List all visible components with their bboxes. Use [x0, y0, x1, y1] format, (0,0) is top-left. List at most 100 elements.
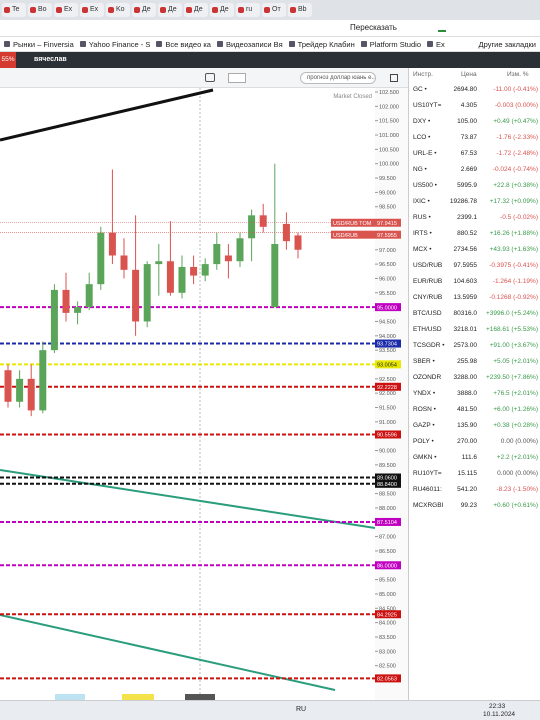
- watchlist-row[interactable]: RU10YT= 15.115 0.000 (0.00%): [409, 466, 540, 482]
- column-header[interactable]: Изм. %: [507, 71, 529, 78]
- change: +91.00 (+3.67%): [489, 342, 538, 349]
- tab[interactable]: ru: [236, 3, 260, 17]
- tab[interactable]: Ko: [106, 3, 130, 17]
- price-axis-bg: [375, 88, 408, 700]
- clock-time: 22:33: [489, 703, 506, 710]
- candle-body: [178, 266, 186, 293]
- zoom-badge: 55%: [0, 52, 16, 68]
- change: +239.50 (+7.86%): [485, 374, 538, 381]
- watchlist-row[interactable]: GMKN • 111.6 +2.2 (+2.01%): [409, 450, 540, 466]
- watchlist-row[interactable]: GAZP • 135.90 +0.38 (+0.28%): [409, 418, 540, 434]
- level-label: 86.0000: [377, 563, 397, 569]
- camera-icon[interactable]: [205, 73, 215, 82]
- watchlist-row[interactable]: RU46011: 541.20 -8.23 (-1.50%): [409, 482, 540, 498]
- language[interactable]: RU: [296, 706, 307, 713]
- watchlist: Инстр. Цена Изм. % GC • 2694.80 -11.00 (-0.41…: [408, 68, 540, 700]
- tab[interactable]: Де: [132, 3, 156, 17]
- y-tick-label: 85.500: [379, 578, 396, 584]
- price: 880.52: [457, 230, 477, 237]
- watchlist-row[interactable]: IRTS • 880.52 +16.26 (+1.88%): [409, 226, 540, 242]
- candle-body: [4, 370, 12, 402]
- tab[interactable]: От: [262, 3, 286, 17]
- price: 67.53: [460, 150, 477, 157]
- watchlist-row[interactable]: ETH/USD 3218.01 +168.61 (+5.53%): [409, 322, 540, 338]
- symbol: SBER •: [413, 358, 435, 365]
- watchlist-row[interactable]: DXY • 105.00 +0.49 (+0.47%): [409, 114, 540, 130]
- bookmark[interactable]: Все видео ка: [156, 40, 211, 49]
- price: 3888.0: [457, 390, 477, 397]
- y-tick-label: 102.000: [379, 104, 399, 110]
- expand-icon[interactable]: [390, 74, 398, 82]
- level-tag: [375, 561, 401, 570]
- y-tick-label: 88.000: [379, 506, 396, 512]
- y-tick-label: 86.500: [379, 549, 396, 555]
- candle-body: [120, 255, 128, 270]
- watchlist-row[interactable]: USD/RUB 97.5955 -0.3975 (-0.41%): [409, 258, 540, 274]
- price: 80316.0: [453, 310, 478, 317]
- bookmark[interactable]: Трейдер Клабин: [288, 40, 355, 49]
- watchlist-row[interactable]: POLY • 270.00 0.00 (0.00%): [409, 434, 540, 450]
- other-bookmarks[interactable]: Другие закладки: [478, 40, 536, 49]
- level-tag: [375, 360, 401, 369]
- bookmark[interactable]: Yahoo Finance - S: [79, 40, 150, 49]
- tab[interactable]: Te: [2, 3, 26, 17]
- watchlist-row[interactable]: OZONDR 3288.00 +239.50 (+7.86%): [409, 370, 540, 386]
- tab[interactable]: Bb: [288, 3, 312, 17]
- level-tag: [375, 382, 401, 391]
- column-header[interactable]: Цена: [461, 71, 477, 78]
- column-header[interactable]: Инстр.: [413, 71, 433, 78]
- tab[interactable]: Ex: [80, 3, 104, 17]
- user-name[interactable]: вячеслав: [34, 56, 67, 63]
- change: +0.38 (+0.28%): [493, 422, 538, 429]
- watchlist-row[interactable]: SBER • 255.98 +5.05 (+2.01%): [409, 354, 540, 370]
- level-label: 88.8400: [377, 482, 397, 488]
- price: 19286.78: [449, 198, 477, 205]
- tab[interactable]: Де: [158, 3, 182, 17]
- watchlist-row[interactable]: MCXRGBI 99.23 +0.60 (+0.61%): [409, 498, 540, 514]
- watchlist-row[interactable]: TCSGDR • 2573.00 +91.00 (+3.67%): [409, 338, 540, 354]
- translate-button[interactable]: Пересказать: [350, 23, 397, 32]
- search-field[interactable]: прогноз доллар юань е...: [300, 72, 376, 84]
- watchlist-row[interactable]: ROSN • 481.50 +6.00 (+1.26%): [409, 402, 540, 418]
- bookmark[interactable]: Ex: [427, 40, 445, 49]
- watchlist-row[interactable]: RUS • 2399.1 -0.5 (-0.02%): [409, 210, 540, 226]
- y-tick-label: 93.500: [379, 348, 396, 354]
- watchlist-row[interactable]: MCX • 2734.56 +43.93 (+1.63%): [409, 242, 540, 258]
- level-label: 90.5596: [377, 433, 397, 439]
- watchlist-row[interactable]: CNY/RUB 13.5959 -0.1268 (-0.92%): [409, 290, 540, 306]
- level-label: 89.0600: [377, 476, 397, 482]
- level-label: 93.0054: [377, 363, 397, 369]
- watchlist-row[interactable]: IXIC • 19286.78 +17.32 (+0.09%): [409, 194, 540, 210]
- price: 105.00: [457, 118, 477, 125]
- price-name: USD/RUB: [333, 233, 358, 239]
- tab[interactable]: Де: [210, 3, 234, 17]
- watchlist-row[interactable]: LCO • 73.87 -1.76 (-2.33%): [409, 130, 540, 146]
- tab[interactable]: Ex: [54, 3, 78, 17]
- y-tick-label: 96.000: [379, 276, 396, 282]
- bookmark[interactable]: Рынки – Finversia: [4, 40, 74, 49]
- watchlist-row[interactable]: URL-E • 67.53 -1.72 (-2.48%): [409, 146, 540, 162]
- y-tick-label: 96.500: [379, 262, 396, 268]
- select-box[interactable]: [228, 73, 246, 83]
- watchlist-row[interactable]: YNDX • 3888.0 +76.5 (+2.01%): [409, 386, 540, 402]
- download-icon[interactable]: [438, 23, 446, 32]
- tab[interactable]: Bo: [28, 3, 52, 17]
- watchlist-row[interactable]: US10YT= 4.305 -0.003 (0.00%): [409, 98, 540, 114]
- change: +17.32 (+0.09%): [489, 198, 538, 205]
- bookmark[interactable]: Platform Studio: [360, 40, 421, 49]
- y-tick-label: 98.500: [379, 205, 396, 211]
- watchlist-row[interactable]: NG • 2.669 -0.024 (-0.74%): [409, 162, 540, 178]
- symbol: BTC/USD: [413, 310, 442, 317]
- level-label: 84.2925: [377, 612, 397, 618]
- change: 0.00 (0.00%): [500, 438, 538, 445]
- symbol: RU46011:: [413, 486, 442, 493]
- y-tick-label: 88.500: [379, 492, 396, 498]
- symbol: TCSGDR •: [413, 342, 445, 349]
- watchlist-row[interactable]: EUR/RUB 104.603 -1.264 (-1.19%): [409, 274, 540, 290]
- y-tick-label: 97.000: [379, 248, 396, 254]
- tab[interactable]: Де: [184, 3, 208, 17]
- watchlist-row[interactable]: BTC/USD 80316.0 +3996.0 (+5.24%): [409, 306, 540, 322]
- watchlist-row[interactable]: US500 • 5995.9 +22.8 (+0.38%): [409, 178, 540, 194]
- watchlist-row[interactable]: GC • 2694.80 -11.00 (-0.41%): [409, 82, 540, 98]
- bookmark[interactable]: Видеозаписи Вя: [216, 40, 283, 49]
